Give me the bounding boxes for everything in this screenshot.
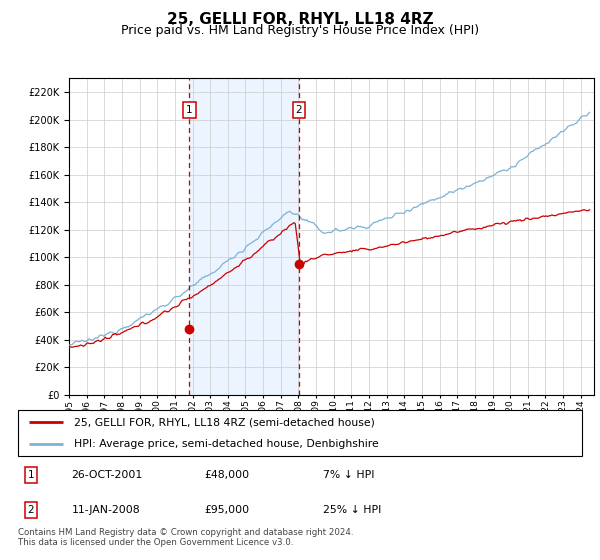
Text: 1: 1: [186, 105, 193, 115]
Text: 1: 1: [28, 470, 34, 480]
Text: 11-JAN-2008: 11-JAN-2008: [71, 505, 140, 515]
Text: HPI: Average price, semi-detached house, Denbighshire: HPI: Average price, semi-detached house,…: [74, 440, 379, 450]
Text: 26-OCT-2001: 26-OCT-2001: [71, 470, 143, 480]
Text: Price paid vs. HM Land Registry's House Price Index (HPI): Price paid vs. HM Land Registry's House …: [121, 24, 479, 37]
Text: 25, GELLI FOR, RHYL, LL18 4RZ (semi-detached house): 25, GELLI FOR, RHYL, LL18 4RZ (semi-deta…: [74, 417, 375, 427]
FancyBboxPatch shape: [18, 410, 582, 456]
Text: 2: 2: [28, 505, 34, 515]
Bar: [190, 78, 299, 395]
Text: 25% ↓ HPI: 25% ↓ HPI: [323, 505, 381, 515]
Text: 2: 2: [296, 105, 302, 115]
Text: 7% ↓ HPI: 7% ↓ HPI: [323, 470, 374, 480]
Text: Contains HM Land Registry data © Crown copyright and database right 2024.
This d: Contains HM Land Registry data © Crown c…: [18, 528, 353, 548]
Text: £48,000: £48,000: [204, 470, 249, 480]
Text: £95,000: £95,000: [204, 505, 249, 515]
Text: 25, GELLI FOR, RHYL, LL18 4RZ: 25, GELLI FOR, RHYL, LL18 4RZ: [167, 12, 433, 27]
